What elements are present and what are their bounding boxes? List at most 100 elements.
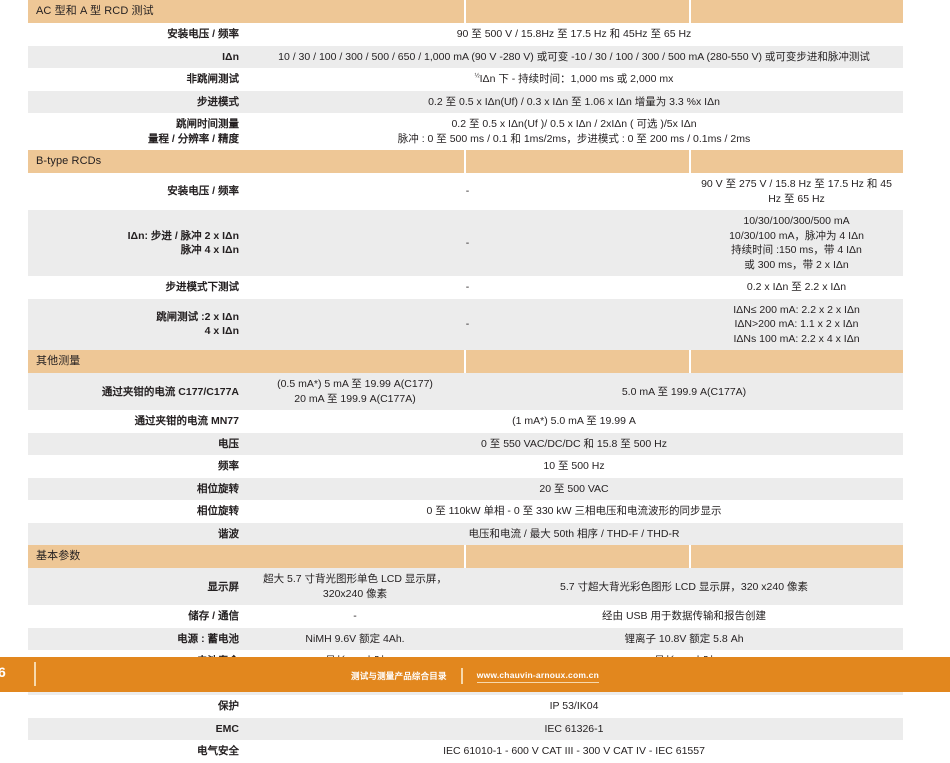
row-label: 显示屏	[28, 568, 245, 606]
section-bar-segment-c	[689, 350, 904, 374]
footer-left-rule	[34, 662, 36, 686]
row-value-right: 5.7 寸超大背光彩色图形 LCD 显示屏，320 x240 像素	[465, 568, 904, 606]
row-value: 20 至 500 VAC	[245, 477, 904, 501]
table-row: 电源 : 蓄电池 NiMH 9.6V 额定 4Ah. 锂离子 10.8V 额定 5.…	[28, 627, 904, 651]
table-row: 相位旋转 20 至 500 VAC	[28, 477, 904, 501]
table-row: 步进模式下测试 -0.2 x IΔn 至 2.2 x IΔn	[28, 276, 904, 299]
table-row: 通过夹钳的电流 C177/C177A (0.5 mA*) 5 mA 至 19.99…	[28, 373, 904, 411]
table-row: 非跳闸测试 ½IΔn 下 - 持续时间：1,000 ms 或 2,000 mx	[28, 68, 904, 91]
row-value: 0.2 至 0.5 x IΔn(Uf )/ 0.5 x IΔn / 2xIΔn …	[245, 113, 904, 151]
section-title: B-type RCDs	[28, 150, 466, 174]
section-bar-segment-c	[689, 545, 904, 569]
row-label: 跳闸时间测量 量程 / 分辨率 / 精度	[28, 113, 245, 151]
row-label: 步进模式下测试	[28, 276, 245, 299]
row-value-left: NiMH 9.6V 额定 4Ah.	[245, 627, 466, 651]
row-value-right: 5.0 mA 至 199.9 A(C177A)	[465, 373, 904, 411]
table-row: 安装电压 / 频率 90 至 500 V / 15.8Hz 至 17.5 Hz 和…	[28, 23, 904, 46]
row-value: IEC 61326-1	[245, 717, 904, 741]
row-value-left: -	[245, 210, 691, 277]
row-label: 通过夹钳的电流 C177/C177A	[28, 373, 245, 411]
section-bar-segment-b	[464, 545, 691, 569]
table-row: 通过夹钳的电流 MN77 (1 mA*) 5.0 mA 至 19.99 A	[28, 410, 904, 433]
table-row: 电压 0 至 550 VAC/DC/DC 和 15.8 至 500 Hz	[28, 432, 904, 456]
row-value-right: 经由 USB 用于数据传输和报告创建	[465, 605, 904, 628]
page-number: 6	[0, 664, 6, 680]
section-bar-segment-b	[464, 0, 691, 24]
row-value: IEC 61010-1 - 600 V CAT III - 300 V CAT …	[245, 740, 904, 763]
section-bar-segment-c	[689, 150, 904, 174]
table-row: 步进模式 0.2 至 0.5 x IΔn(Uf) / 0.3 x IΔn 至 1.…	[28, 90, 904, 114]
row-value: 0.2 至 0.5 x IΔn(Uf) / 0.3 x IΔn 至 1.06 x…	[245, 90, 904, 114]
row-value: IP 53/IK04	[245, 695, 904, 718]
specifications-table: AC 型和 A 型 RCD 测试 安装电压 / 频率 90 至 500 V / 15…	[28, 0, 904, 763]
footer-divider	[460, 668, 463, 684]
row-label: 通过夹钳的电流 MN77	[28, 410, 245, 433]
section-bar-segment-c	[689, 0, 904, 24]
row-value-left: 超大 5.7 寸背光图形单色 LCD 显示屏，320x240 像素	[245, 568, 466, 606]
row-value-right: 锂离子 10.8V 额定 5.8 Ah	[465, 627, 904, 651]
row-value-right: 90 V 至 275 V / 15.8 Hz 至 17.5 Hz 和 45 Hz…	[690, 173, 904, 211]
row-value: 10 至 500 Hz	[245, 455, 904, 478]
row-value-left: (0.5 mA*) 5 mA 至 19.99 A(C177) 20 mA 至 19…	[245, 373, 466, 411]
table-row: EMC IEC 61326-1	[28, 717, 904, 741]
row-value-right: 0.2 x IΔn 至 2.2 x IΔn	[690, 276, 904, 299]
row-value-left: -	[245, 276, 691, 299]
table-row: 谐波 电压和电流 / 最大 50th 相序 / THD-F / THD-R	[28, 522, 904, 546]
section-header-row: AC 型和 A 型 RCD 测试	[28, 0, 904, 24]
section-bar-segment-b	[464, 150, 691, 174]
row-value: ½IΔn 下 - 持续时间：1,000 ms 或 2,000 mx	[245, 68, 904, 91]
row-value-right: 10/30/100/300/500 mA 10/30/100 mA，脉冲为 4 I…	[690, 210, 904, 277]
section-header-row: 基本参数	[28, 545, 904, 569]
row-label: 非跳闸测试	[28, 68, 245, 91]
row-label: IΔn: 步进 / 脉冲 2 x IΔn 脉冲 4 x IΔn	[28, 210, 245, 277]
row-label: 电压	[28, 432, 245, 456]
row-label: 频率	[28, 455, 245, 478]
section-header-row: B-type RCDs	[28, 150, 904, 174]
table-row: IΔn 10 / 30 / 100 / 300 / 500 / 650 / 1,0…	[28, 45, 904, 69]
row-label: 相位旋转	[28, 477, 245, 501]
row-value: 0 至 110kW 单相 - 0 至 330 kW 三相电压和电流波形的同步显示	[245, 500, 904, 523]
table-row: 保护 IP 53/IK04	[28, 695, 904, 718]
row-label: 安装电压 / 频率	[28, 23, 245, 46]
row-value: 0 至 550 VAC/DC/DC 和 15.8 至 500 Hz	[245, 432, 904, 456]
row-label: 步进模式	[28, 90, 245, 114]
footer-website-link[interactable]: www.chauvin-arnoux.com.cn	[476, 670, 599, 683]
section-title: 基本参数	[28, 545, 466, 569]
row-label: 相位旋转	[28, 500, 245, 523]
table-row: 频率 10 至 500 Hz	[28, 455, 904, 478]
section-header-row: 其他测量	[28, 350, 904, 374]
row-label: 安装电压 / 频率	[28, 173, 245, 211]
row-value-left: -	[245, 605, 466, 628]
section-title: 其他测量	[28, 350, 466, 374]
row-value: 电压和电流 / 最大 50th 相序 / THD-F / THD-R	[245, 522, 904, 546]
specifications-body: AC 型和 A 型 RCD 测试 安装电压 / 频率 90 至 500 V / 15…	[28, 0, 904, 763]
table-row: 储存 / 通信 - 经由 USB 用于数据传输和报告创建	[28, 605, 904, 628]
row-value: 10 / 30 / 100 / 300 / 500 / 650 / 1,000 …	[245, 45, 904, 69]
table-row: 跳闸时间测量 量程 / 分辨率 / 精度 0.2 至 0.5 x IΔn(Uf )/…	[28, 113, 904, 151]
row-label: 电源 : 蓄电池	[28, 627, 245, 651]
footer-band	[0, 657, 950, 692]
footer-catalog-label: 测试与测量产品综合目录	[351, 671, 447, 681]
row-label: 保护	[28, 695, 245, 718]
row-label: 跳闸测试 :2 x IΔn 4 x IΔn	[28, 298, 245, 351]
row-value-right: IΔN≤ 200 mA: 2.2 x 2 x IΔn IΔN>200 mA: 1.…	[690, 298, 904, 351]
row-label: 电气安全	[28, 740, 245, 763]
table-row: 显示屏 超大 5.7 寸背光图形单色 LCD 显示屏，320x240 像素 5.7 …	[28, 568, 904, 606]
table-row: IΔn: 步进 / 脉冲 2 x IΔn 脉冲 4 x IΔn -10/30/100…	[28, 210, 904, 277]
footer-center: 测试与测量产品综合目录 www.chauvin-arnoux.com.cn	[0, 668, 950, 684]
row-label: 谐波	[28, 522, 245, 546]
table-row: 电气安全 IEC 61010-1 - 600 V CAT III - 300 V …	[28, 740, 904, 763]
row-value-left: -	[245, 173, 691, 211]
row-value-left: -	[245, 298, 691, 351]
table-row: 安装电压 / 频率 -90 V 至 275 V / 15.8 Hz 至 17.5 …	[28, 173, 904, 211]
row-value: 90 至 500 V / 15.8Hz 至 17.5 Hz 和 45Hz 至 6…	[245, 23, 904, 46]
spec-sheet: AC 型和 A 型 RCD 测试 安装电压 / 频率 90 至 500 V / 15…	[28, 0, 904, 763]
subscript-half: ½	[474, 73, 480, 80]
section-title: AC 型和 A 型 RCD 测试	[28, 0, 466, 24]
row-label: EMC	[28, 717, 245, 741]
row-label: IΔn	[28, 45, 245, 69]
row-label: 储存 / 通信	[28, 605, 245, 628]
table-row: 相位旋转 0 至 110kW 单相 - 0 至 330 kW 三相电压和电流波形的…	[28, 500, 904, 523]
row-value: (1 mA*) 5.0 mA 至 19.99 A	[245, 410, 904, 433]
table-row: 跳闸测试 :2 x IΔn 4 x IΔn - IΔN≤ 200 mA: 2.2 x …	[28, 298, 904, 351]
